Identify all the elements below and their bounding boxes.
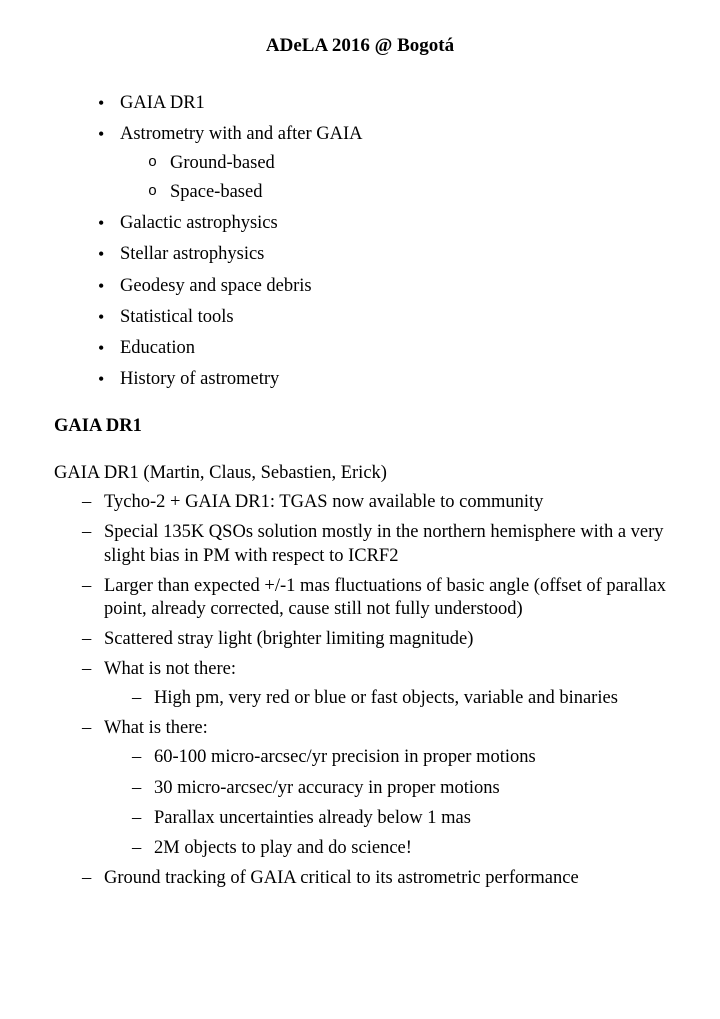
list-item: Education xyxy=(98,337,666,360)
list-item-label: Ground tracking of GAIA critical to its … xyxy=(104,868,579,888)
section-lead: GAIA DR1 (Martin, Claus, Sebastien, Eric… xyxy=(54,462,666,485)
list-item-label: GAIA DR1 xyxy=(120,93,205,113)
list-item-label: Geodesy and space debris xyxy=(120,276,312,296)
topics-list: GAIA DR1 Astrometry with and after GAIA … xyxy=(54,92,666,391)
list-item-label: Stellar astrophysics xyxy=(120,244,264,264)
document-page: ADeLA 2016 @ Bogotá GAIA DR1 Astrometry … xyxy=(0,0,720,1019)
list-item: Ground tracking of GAIA critical to its … xyxy=(82,867,666,890)
list-item: Galactic astrophysics xyxy=(98,212,666,235)
list-item-label: Astrometry with and after GAIA xyxy=(120,124,363,144)
list-item-label: Scattered stray light (brighter limiting… xyxy=(104,629,473,649)
list-item-label: Special 135K QSOs solution mostly in the… xyxy=(104,522,664,565)
list-item-label: Tycho-2 + GAIA DR1: TGAS now available t… xyxy=(104,492,543,512)
list-item: Stellar astrophysics xyxy=(98,243,666,266)
list-item: Astrometry with and after GAIA Ground-ba… xyxy=(98,123,666,204)
list-item-label: Education xyxy=(120,338,195,358)
list-item-label: Space-based xyxy=(170,182,262,202)
list-item: Scattered stray light (brighter limiting… xyxy=(82,628,666,651)
list-item: Space-based xyxy=(148,181,666,204)
sub-list: High pm, very red or blue or fast object… xyxy=(104,687,666,710)
list-item-label: Ground-based xyxy=(170,153,275,173)
list-item-label: What is not there: xyxy=(104,659,236,679)
list-item-label: High pm, very red or blue or fast object… xyxy=(154,688,618,708)
list-item: Geodesy and space debris xyxy=(98,275,666,298)
list-item: What is there: 60-100 micro-arcsec/yr pr… xyxy=(82,717,666,860)
list-item-label: 30 micro-arcsec/yr accuracy in proper mo… xyxy=(154,778,500,798)
dash-list: Tycho-2 + GAIA DR1: TGAS now available t… xyxy=(54,491,666,890)
list-item-label: Larger than expected +/-1 mas fluctuatio… xyxy=(104,576,666,619)
page-title: ADeLA 2016 @ Bogotá xyxy=(54,34,666,58)
list-item: What is not there: High pm, very red or … xyxy=(82,658,666,710)
list-item-label: History of astrometry xyxy=(120,369,279,389)
list-item: Tycho-2 + GAIA DR1: TGAS now available t… xyxy=(82,491,666,514)
list-item: GAIA DR1 xyxy=(98,92,666,115)
list-item: Special 135K QSOs solution mostly in the… xyxy=(82,521,666,567)
list-item: 60-100 micro-arcsec/yr precision in prop… xyxy=(132,746,666,769)
list-item: Larger than expected +/-1 mas fluctuatio… xyxy=(82,575,666,621)
list-item: Statistical tools xyxy=(98,306,666,329)
list-item-label: What is there: xyxy=(104,718,208,738)
list-item: History of astrometry xyxy=(98,368,666,391)
list-item-label: Galactic astrophysics xyxy=(120,213,278,233)
list-item: 30 micro-arcsec/yr accuracy in proper mo… xyxy=(132,777,666,800)
list-item-label: 2M objects to play and do science! xyxy=(154,838,412,858)
list-item: 2M objects to play and do science! xyxy=(132,837,666,860)
list-item: High pm, very red or blue or fast object… xyxy=(132,687,666,710)
sub-list: 60-100 micro-arcsec/yr precision in prop… xyxy=(104,746,666,860)
list-item-label: 60-100 micro-arcsec/yr precision in prop… xyxy=(154,747,536,767)
list-item-label: Parallax uncertainties already below 1 m… xyxy=(154,808,471,828)
list-item-label: Statistical tools xyxy=(120,307,234,327)
section-heading: GAIA DR1 xyxy=(54,415,666,438)
list-item: Parallax uncertainties already below 1 m… xyxy=(132,807,666,830)
list-item: Ground-based xyxy=(148,152,666,175)
sub-list: Ground-based Space-based xyxy=(120,152,666,204)
